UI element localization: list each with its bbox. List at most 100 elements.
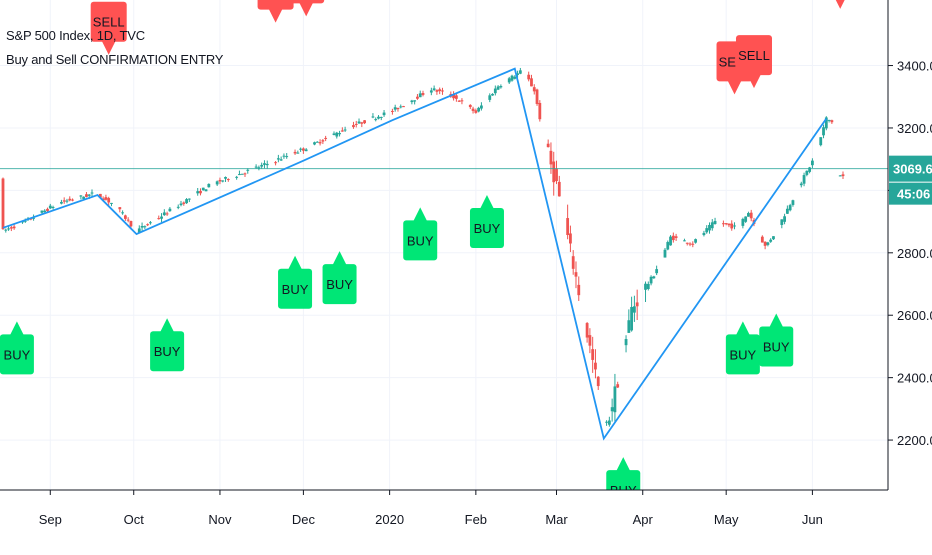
chart-title[interactable]: S&P 500 Index, 1D, TVC bbox=[6, 28, 145, 43]
candle bbox=[632, 306, 636, 313]
candle bbox=[121, 212, 125, 214]
candle bbox=[644, 283, 647, 290]
candle bbox=[429, 90, 433, 93]
time-axis-bg bbox=[0, 490, 932, 550]
candle bbox=[530, 78, 533, 87]
candle bbox=[185, 199, 188, 204]
candle bbox=[243, 173, 247, 175]
price-badge bbox=[889, 155, 932, 182]
signal-arrow bbox=[769, 313, 784, 328]
candle bbox=[279, 159, 283, 161]
y-tick-label: 2400.0 bbox=[897, 371, 932, 386]
x-tick-label: Jun bbox=[802, 512, 823, 527]
candle bbox=[65, 200, 69, 202]
candle bbox=[410, 100, 414, 103]
candle bbox=[480, 105, 483, 109]
candle bbox=[315, 141, 319, 143]
sell-label-box bbox=[288, 0, 325, 4]
buy-signal: BUY bbox=[759, 313, 794, 367]
candle bbox=[666, 242, 670, 250]
candle bbox=[421, 93, 425, 95]
candle bbox=[40, 210, 44, 213]
candle bbox=[207, 183, 211, 188]
y-tick-label: 2800.0 bbox=[897, 246, 932, 261]
candle bbox=[730, 223, 734, 229]
candle bbox=[499, 86, 503, 88]
candle bbox=[507, 78, 511, 83]
candle bbox=[585, 323, 589, 338]
buy-signal: BUY bbox=[150, 318, 185, 372]
candle bbox=[574, 272, 578, 277]
candle bbox=[110, 202, 113, 204]
buy-label: BUY bbox=[154, 344, 181, 359]
candle bbox=[332, 133, 336, 135]
x-tick-label: May bbox=[714, 512, 739, 527]
candle bbox=[393, 107, 397, 110]
candle bbox=[215, 181, 219, 185]
candle bbox=[235, 176, 239, 178]
candle bbox=[841, 174, 845, 177]
signals: BUYBUYBUYBUYBUYBUYBUYBUYBUYSELLSELLSELLS… bbox=[0, 0, 845, 511]
candle bbox=[363, 120, 366, 124]
candle bbox=[176, 206, 180, 208]
candle bbox=[838, 175, 842, 177]
sell-signal: SELL bbox=[288, 0, 325, 17]
candle bbox=[538, 102, 542, 120]
buy-signal: BUY bbox=[278, 255, 313, 309]
candle bbox=[4, 229, 8, 231]
candle bbox=[402, 106, 405, 108]
candle bbox=[187, 198, 191, 200]
candle bbox=[724, 223, 728, 225]
candle bbox=[824, 117, 828, 129]
candle bbox=[610, 407, 614, 412]
candle bbox=[613, 386, 617, 413]
buy-label: BUY bbox=[4, 347, 31, 362]
candle bbox=[399, 106, 403, 108]
candle bbox=[596, 376, 600, 387]
candle bbox=[432, 88, 436, 91]
indicator-label[interactable]: Buy and Sell CONFIRMATION ENTRY bbox=[6, 52, 224, 67]
candle bbox=[802, 175, 806, 184]
candle bbox=[165, 213, 169, 215]
candle bbox=[549, 150, 553, 165]
candle bbox=[822, 127, 825, 136]
candle bbox=[783, 216, 786, 222]
candle bbox=[674, 236, 678, 239]
candle bbox=[721, 223, 725, 225]
candle bbox=[137, 228, 141, 233]
candle bbox=[569, 233, 572, 244]
candle bbox=[104, 197, 108, 200]
buy-label-box bbox=[403, 220, 438, 261]
sell-label-box bbox=[90, 1, 127, 42]
candle bbox=[299, 148, 303, 150]
candle bbox=[87, 194, 91, 196]
sell-signal: SELL bbox=[735, 35, 772, 89]
candle bbox=[496, 86, 500, 90]
timer-badge bbox=[889, 182, 932, 205]
buy-label: BUY bbox=[407, 233, 434, 248]
candle bbox=[588, 335, 592, 346]
candle bbox=[371, 116, 375, 118]
candle bbox=[143, 226, 147, 228]
candle bbox=[688, 243, 692, 245]
candle bbox=[791, 200, 795, 205]
candle bbox=[118, 207, 122, 210]
candle bbox=[741, 218, 745, 226]
buy-label-box bbox=[150, 331, 185, 372]
candle bbox=[12, 226, 16, 229]
candle bbox=[107, 198, 111, 203]
candle bbox=[493, 88, 497, 94]
candle bbox=[260, 164, 264, 167]
signal-arrow bbox=[160, 318, 175, 333]
candle bbox=[708, 224, 711, 231]
candle bbox=[246, 169, 250, 171]
candle bbox=[416, 96, 419, 99]
sell-label: SELL bbox=[738, 48, 770, 63]
candle bbox=[354, 123, 358, 125]
candle bbox=[669, 236, 672, 246]
candle bbox=[418, 93, 422, 98]
candle bbox=[471, 108, 475, 111]
